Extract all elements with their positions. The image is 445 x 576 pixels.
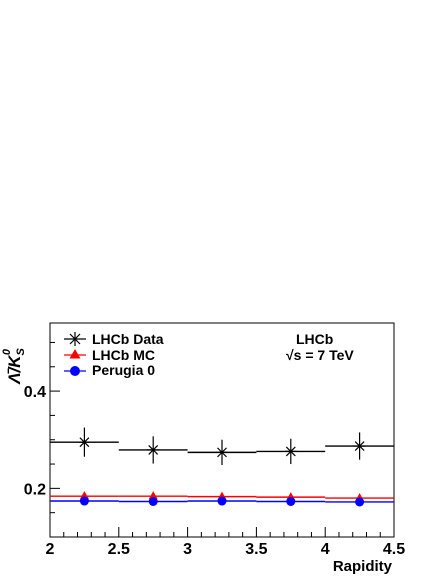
lhcb-data-point [256, 438, 326, 465]
perugia-0-marker [286, 496, 296, 506]
legend-marker-lhcb-data [64, 332, 86, 346]
x-tick-label: 4.5 [383, 541, 405, 558]
y-axis-label-sup: 0 [1, 348, 13, 355]
perugia-0-point [50, 496, 119, 506]
x-tick-label: 3.5 [245, 541, 267, 558]
legend-label-lhcb-data: LHCb Data [92, 331, 164, 347]
perugia-0-point [118, 496, 188, 506]
axis-ticks: 2 2.5 3 3.5 4 4.5 0.2 0.4 [24, 341, 405, 558]
y-axis-label-main: Λ̄/K [5, 354, 24, 385]
lhcb-data-marker [354, 441, 365, 451]
lhcb-data-marker [79, 437, 90, 448]
y-axis-label-sub: S [15, 348, 27, 356]
x-tick-label: 2 [46, 541, 55, 558]
x-axis-label: Rapidity [333, 558, 393, 575]
lhcb-data-point [118, 436, 188, 464]
perugia-0-point [187, 496, 257, 506]
legend: LHCb Data LHCb MC Perugia 0 [64, 331, 164, 378]
legend-label-lhcb-mc: LHCb MC [92, 347, 155, 363]
perugia-0-marker [148, 496, 158, 506]
lhcb-data-point [325, 432, 394, 460]
x-tick-label: 4 [321, 541, 330, 558]
perugia-0-point [325, 497, 394, 507]
perugia-0-marker [79, 496, 89, 506]
perugia-0-marker [355, 497, 365, 507]
lhcb-data-point [187, 439, 257, 466]
perugia-0-point [256, 496, 326, 506]
legend-marker-lhcb-mc [64, 349, 86, 359]
chart-marks [50, 427, 394, 507]
lhcb-mc-point [118, 491, 188, 500]
legend-marker-perugia-0 [64, 366, 86, 376]
lhcb-data-marker [148, 445, 159, 455]
annotation-energy: √s = 7 TeV [286, 347, 354, 363]
y-tick-label: 0.2 [24, 481, 46, 498]
y-axis-label: Λ̄/KS0 [1, 348, 27, 385]
x-tick-label: 2.5 [108, 541, 130, 558]
lhcb-data-marker [217, 447, 227, 458]
plot-frame [49, 322, 395, 538]
y-tick-label: 0.4 [24, 384, 46, 401]
perugia-0-marker [217, 496, 227, 506]
lhcb-data-marker [285, 446, 296, 457]
annotation-experiment: LHCb [296, 331, 333, 347]
legend-label-perugia-0: Perugia 0 [92, 362, 155, 378]
lhcb-data-point [50, 427, 119, 457]
lhcb-mc-marker [148, 491, 158, 500]
x-tick-label: 3 [183, 541, 192, 558]
svg-text:Λ̄/KS0: Λ̄/KS0 [1, 348, 27, 385]
